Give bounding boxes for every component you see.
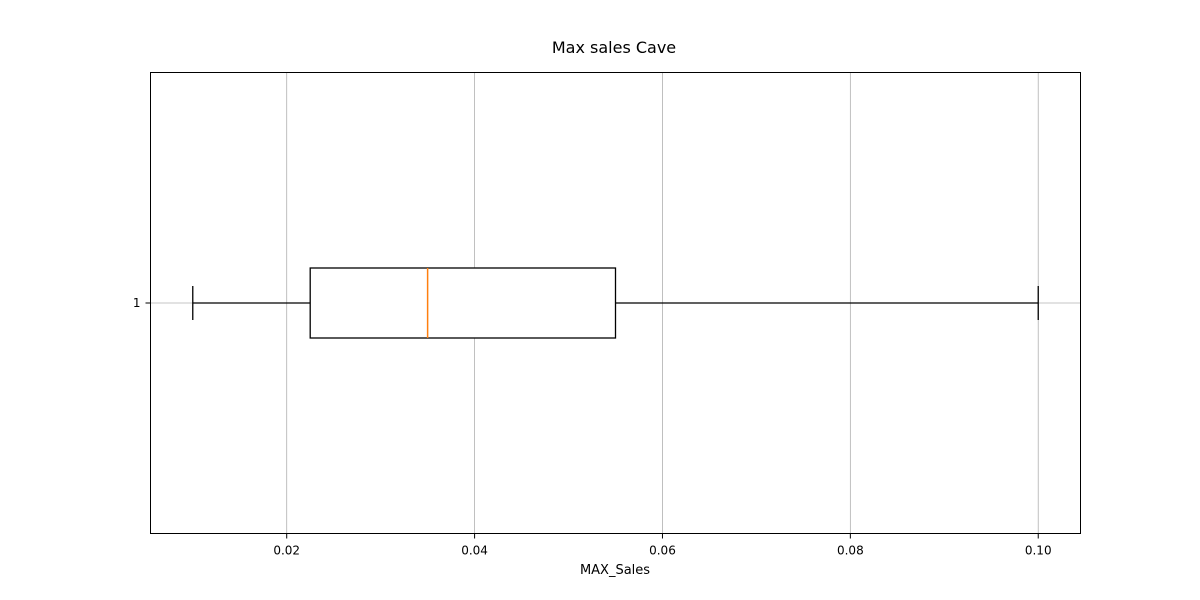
x-tick-label: 0.04 [461,544,488,558]
y-axis-ticks: 1 [133,296,151,310]
box-plot [192,267,1039,339]
x-tick-label: 0.06 [649,544,676,558]
x-axis-ticks: 0.02 0.04 0.06 0.08 0.10 [273,533,1052,558]
y-tick-label: 1 [133,296,141,310]
interquartile-box [309,267,617,339]
x-tick-label: 0.02 [273,544,300,558]
x-tick-label: 0.08 [837,544,864,558]
chart-title: Max sales Cave [552,38,676,57]
x-axis-label: MAX_Sales [580,563,650,578]
x-tick-label: 0.10 [1025,544,1052,558]
